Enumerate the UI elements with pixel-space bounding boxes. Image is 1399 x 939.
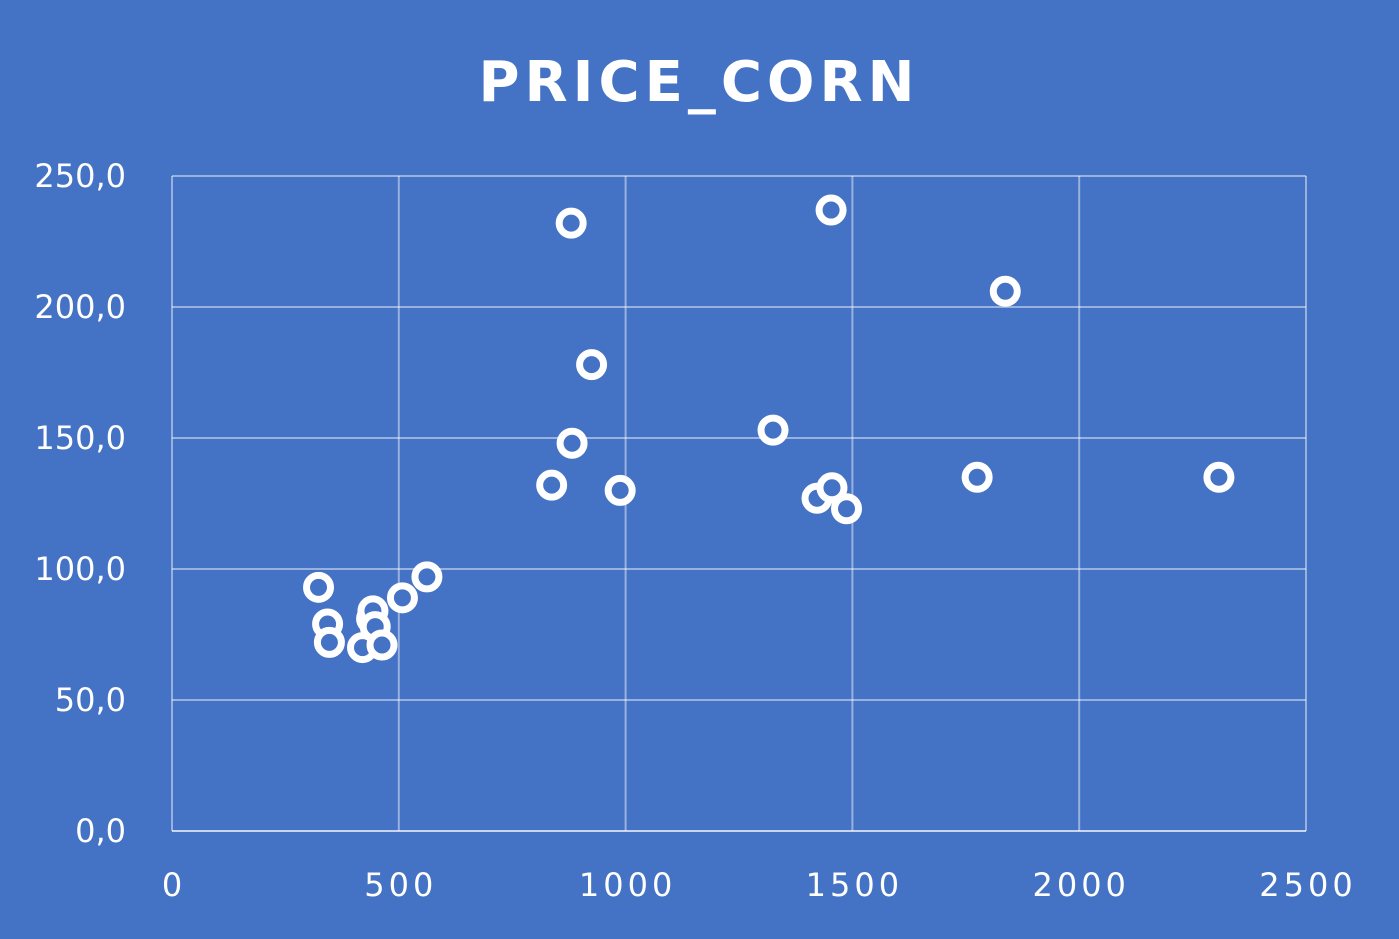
- x-tick-label: 500: [364, 866, 437, 904]
- data-point: [576, 349, 608, 381]
- data-point: [386, 582, 418, 614]
- x-tick-label: 2500: [1259, 866, 1356, 904]
- x-axis-tick-labels: 0 500 1000 1500 2000 2500: [162, 866, 1356, 904]
- data-point: [604, 474, 636, 506]
- data-point: [411, 561, 443, 593]
- data-point: [366, 629, 398, 661]
- data-point: [989, 275, 1021, 307]
- grid: [171, 175, 1307, 831]
- y-tick-label: 100,0: [34, 550, 126, 588]
- y-tick-label: 250,0: [34, 157, 126, 195]
- data-point: [831, 493, 863, 525]
- data-point: [303, 571, 335, 603]
- x-tick-label: 2000: [1032, 866, 1129, 904]
- data-point: [556, 427, 588, 459]
- chart-title: PRICE_CORN: [478, 50, 919, 115]
- data-point: [961, 461, 993, 493]
- y-tick-label: 200,0: [34, 288, 126, 326]
- x-tick-label: 1000: [579, 866, 676, 904]
- data-point: [815, 194, 847, 226]
- data-point: [555, 207, 587, 239]
- y-tick-label: 150,0: [34, 419, 126, 457]
- data-point: [757, 414, 789, 446]
- data-point: [313, 626, 345, 658]
- x-tick-label: 1500: [806, 866, 903, 904]
- y-axis-tick-labels: 0,0 50,0 100,0 150,0 200,0 250,0: [34, 157, 126, 850]
- y-tick-label: 50,0: [55, 681, 126, 719]
- y-tick-label: 0,0: [75, 812, 126, 850]
- data-points: [303, 194, 1235, 664]
- data-point: [1203, 461, 1235, 493]
- data-point: [816, 472, 848, 504]
- x-tick-label: 0: [162, 866, 186, 904]
- data-point: [536, 469, 568, 501]
